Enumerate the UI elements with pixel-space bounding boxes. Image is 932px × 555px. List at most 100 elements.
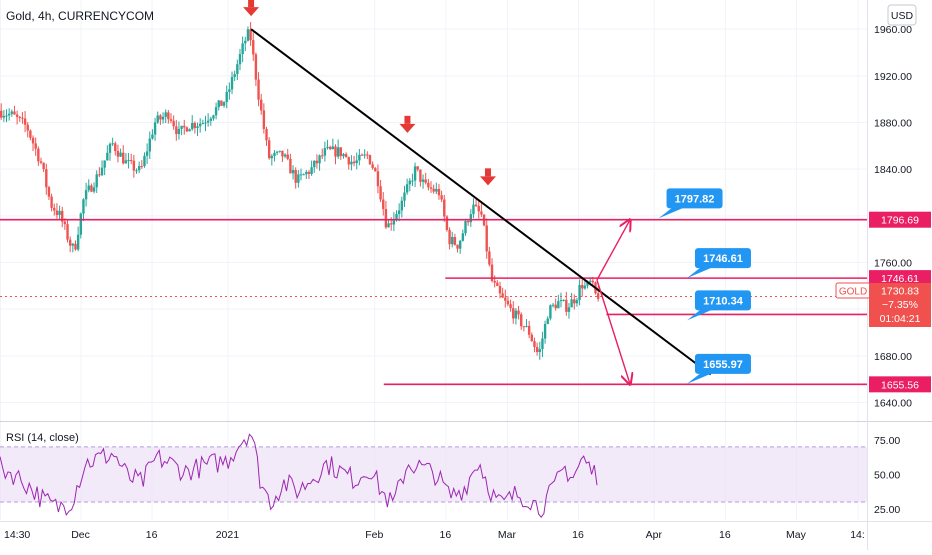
candle-body bbox=[392, 219, 396, 225]
candle-body bbox=[260, 99, 263, 111]
candle-body bbox=[461, 233, 465, 241]
price-callout[interactable]: 1746.61 bbox=[686, 248, 751, 279]
down-arrow-marker bbox=[399, 115, 416, 133]
candle-body bbox=[270, 155, 274, 159]
rsi-tick-label: 75.00 bbox=[874, 435, 900, 447]
down-arrow-marker bbox=[243, 0, 260, 17]
level-tag-label: 1655.56 bbox=[881, 379, 919, 391]
candle-body bbox=[419, 169, 422, 182]
candle-body bbox=[241, 43, 244, 55]
trendline[interactable] bbox=[250, 28, 712, 376]
candle-body bbox=[464, 221, 467, 234]
candle-body bbox=[331, 146, 335, 150]
candle-body bbox=[291, 170, 295, 174]
candle-body bbox=[122, 152, 125, 164]
candle-body bbox=[549, 305, 552, 319]
candle-body bbox=[71, 243, 75, 246]
candle-body bbox=[411, 180, 414, 182]
candle-body bbox=[31, 137, 35, 144]
symbol-tag-label: GOLD bbox=[839, 287, 867, 298]
candle-body bbox=[209, 118, 212, 121]
candle-body bbox=[114, 143, 117, 151]
candle-body bbox=[137, 166, 141, 171]
candle-body bbox=[132, 160, 136, 171]
candle-body bbox=[289, 158, 292, 174]
candle-body bbox=[472, 204, 475, 215]
candle-body bbox=[153, 122, 157, 135]
callout-box bbox=[666, 188, 723, 209]
level-tag-label: 1796.69 bbox=[881, 215, 919, 227]
rsi-tick-label: 25.00 bbox=[874, 504, 900, 516]
candle-body bbox=[535, 347, 539, 353]
top-markers bbox=[243, 0, 496, 186]
candle-body bbox=[342, 154, 345, 157]
candle-body bbox=[387, 223, 390, 228]
candle-body bbox=[183, 125, 186, 128]
candle-body bbox=[352, 161, 356, 164]
rsi-band bbox=[0, 446, 867, 503]
time-tick-label: May bbox=[786, 529, 807, 541]
time-tick-label: 16 bbox=[440, 529, 452, 541]
chart-title: Gold, 4h, CURRENCYCOM bbox=[6, 9, 154, 23]
candle-body bbox=[5, 115, 8, 117]
candle-body bbox=[323, 148, 327, 156]
candle-body bbox=[164, 112, 167, 117]
candle-body bbox=[106, 152, 109, 161]
price-tick-label: 1840.00 bbox=[874, 164, 912, 176]
candle-body bbox=[458, 240, 462, 249]
callout-label: 1710.34 bbox=[703, 295, 744, 307]
candle-body bbox=[440, 195, 443, 200]
candle-body bbox=[530, 334, 534, 342]
candle-body bbox=[257, 79, 260, 100]
projection-arrow bbox=[596, 279, 630, 384]
candle-body bbox=[228, 89, 231, 92]
projection-arrow bbox=[596, 220, 630, 281]
candle-body bbox=[246, 29, 250, 41]
candle-body bbox=[437, 188, 441, 196]
candle-body bbox=[198, 123, 202, 127]
candle-body bbox=[220, 100, 223, 106]
marker-stem bbox=[404, 115, 411, 124]
price-callout[interactable]: 1655.97 bbox=[686, 353, 751, 384]
candle-body bbox=[339, 147, 342, 157]
time-tick-label: 14:30 bbox=[4, 529, 30, 541]
candle-body bbox=[376, 171, 380, 187]
current-price-label: 1730.83 bbox=[881, 286, 919, 298]
candle-body bbox=[358, 154, 361, 161]
candle-body bbox=[408, 180, 411, 185]
candle-body bbox=[103, 160, 106, 168]
price-callout[interactable]: 1710.34 bbox=[686, 290, 751, 321]
candle-body bbox=[294, 170, 297, 183]
candle-body bbox=[559, 300, 563, 302]
candle-body bbox=[310, 167, 313, 174]
currency-button[interactable]: USD bbox=[887, 4, 917, 26]
price-callout[interactable]: 1797.82 bbox=[658, 188, 723, 219]
current-price-tag: GOLD 1730.83 −7.35% 01:04:21 bbox=[835, 282, 931, 327]
candle-body bbox=[13, 111, 16, 115]
candle-body bbox=[554, 304, 557, 309]
rsi-axis[interactable]: 25.00 50.00 75.00 bbox=[874, 435, 900, 516]
candle-body bbox=[336, 147, 340, 157]
candle-body bbox=[204, 122, 207, 124]
candle-body bbox=[212, 115, 215, 119]
time-tick-label: Feb bbox=[365, 529, 383, 541]
candle-body bbox=[360, 154, 364, 156]
candle-body bbox=[384, 209, 388, 228]
down-arrow-marker bbox=[479, 168, 496, 186]
candle-body bbox=[76, 234, 80, 250]
time-axis[interactable]: 14:30 Dec 16 2021 Feb 16 Mar 16 Apr 16 May 14: bbox=[4, 529, 865, 541]
candle-body bbox=[188, 129, 191, 132]
candle-body bbox=[217, 100, 220, 108]
candle-body bbox=[167, 112, 170, 120]
candle-body bbox=[541, 338, 544, 350]
price-tick-label: 1960.00 bbox=[874, 24, 912, 36]
candle-body bbox=[374, 168, 377, 172]
candle-body bbox=[588, 280, 592, 282]
candle-body bbox=[275, 151, 279, 153]
candle-body bbox=[2, 115, 6, 118]
candle-body bbox=[403, 192, 406, 201]
candle-body bbox=[334, 146, 337, 157]
candle-body bbox=[538, 349, 541, 353]
candle-body bbox=[557, 301, 560, 309]
